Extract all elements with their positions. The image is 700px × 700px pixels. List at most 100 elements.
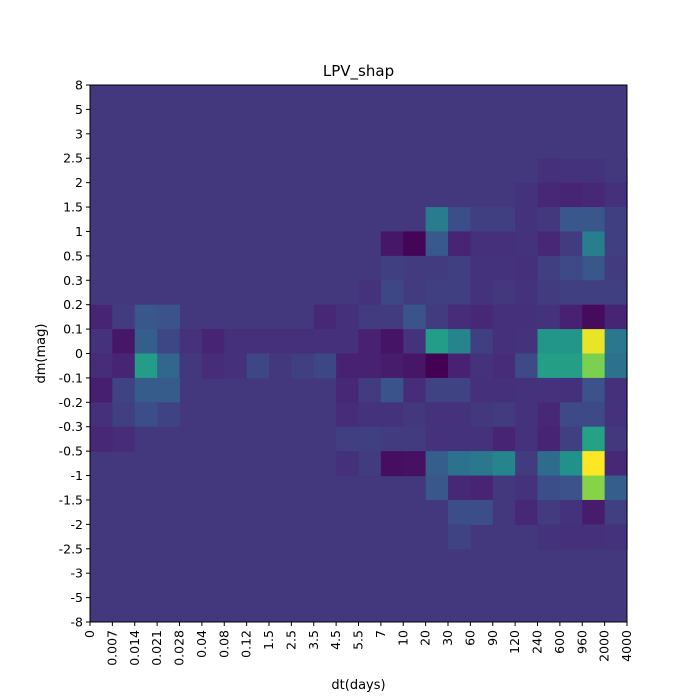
heatmap-cell xyxy=(582,402,606,428)
heatmap-cell xyxy=(515,304,539,330)
heatmap-cell xyxy=(492,353,516,379)
heatmap-cell xyxy=(470,377,494,403)
x-tick-label: 2000 xyxy=(597,630,612,662)
heatmap-cell xyxy=(448,329,471,355)
heatmap-cell xyxy=(559,353,583,379)
x-tick-label: 0.12 xyxy=(239,630,254,658)
heatmap-cell xyxy=(470,499,494,525)
heatmap-cell xyxy=(425,475,449,501)
heatmap-cell xyxy=(403,426,427,452)
x-tick-label: 0.021 xyxy=(149,630,164,666)
heatmap-cell xyxy=(515,377,539,403)
heatmap-cell xyxy=(336,426,360,452)
y-axis: 8 5 3 2.5 2 1.5 1 0.5 0.3 0.2 0.1 0 -0.1 -0.2 -0.3 -0.5… xyxy=(59,78,90,630)
heatmap-cell xyxy=(559,499,583,525)
x-tick-label: 1.5 xyxy=(261,630,276,650)
heatmap-cell xyxy=(492,207,516,233)
heatmap-cell xyxy=(582,304,606,330)
x-axis-label: dt(days) xyxy=(331,678,385,693)
heatmap-cell xyxy=(515,182,539,208)
y-tick-label: 2.5 xyxy=(63,151,83,166)
heatmap-cell xyxy=(537,329,561,355)
heatmap-cell xyxy=(403,329,427,355)
heatmap-cell xyxy=(537,255,561,281)
x-tick-label: 7 xyxy=(373,630,388,638)
heatmap-cell xyxy=(604,329,628,355)
heatmap-cell xyxy=(470,280,494,306)
heatmap-cell xyxy=(403,255,427,281)
heatmap-cell xyxy=(380,402,404,428)
heatmap-cell xyxy=(448,255,471,281)
heatmap-cell xyxy=(380,329,404,355)
heatmap-cell xyxy=(582,499,606,525)
heatmap-cell xyxy=(112,329,136,355)
heatmap-cell xyxy=(448,353,471,379)
x-tick-label: 4.5 xyxy=(328,630,343,650)
y-tick-label: -2.5 xyxy=(59,541,83,556)
heatmap-cell xyxy=(492,280,516,306)
y-tick-label: -0.1 xyxy=(59,370,83,385)
heatmap-cell xyxy=(604,499,628,525)
y-tick-label: 5 xyxy=(75,102,83,117)
y-tick-label: 0.2 xyxy=(63,297,83,312)
heatmap-cell xyxy=(380,280,404,306)
x-tick-label: 0.08 xyxy=(216,630,231,658)
heatmap-cell xyxy=(470,402,494,428)
heatmap-cell xyxy=(582,524,606,550)
heatmap-cell xyxy=(425,402,449,428)
heatmap-cell xyxy=(358,451,382,477)
heatmap-cell xyxy=(559,182,583,208)
heatmap-cell xyxy=(515,255,539,281)
heatmap-cell xyxy=(604,451,628,477)
heatmap-cell xyxy=(537,182,561,208)
x-tick-label: 960 xyxy=(574,630,589,654)
x-tick-label: 20 xyxy=(418,630,433,646)
heatmap-cell xyxy=(448,499,471,525)
heatmap-cell xyxy=(380,451,404,477)
y-tick-label: 1.5 xyxy=(63,200,83,215)
heatmap-cell xyxy=(537,377,561,403)
heatmap-cell xyxy=(470,255,494,281)
heatmap-cell xyxy=(134,402,158,428)
x-tick-label: 600 xyxy=(552,630,567,654)
y-tick-label: 1 xyxy=(75,224,83,239)
heatmap-cell xyxy=(358,402,382,428)
heatmap-cell xyxy=(112,353,136,379)
heatmap-cell xyxy=(425,231,449,257)
heatmap-cell xyxy=(559,255,583,281)
y-tick-label: 2 xyxy=(75,175,83,190)
x-tick-label: 10 xyxy=(395,630,410,646)
heatmap-cell xyxy=(559,329,583,355)
heatmap-cell xyxy=(604,158,628,184)
heatmap-cell xyxy=(425,304,449,330)
heatmap-cell xyxy=(403,304,427,330)
heatmap-cell xyxy=(604,377,628,403)
heatmap-cell xyxy=(313,353,337,379)
y-tick-label: -1.5 xyxy=(59,492,83,507)
heatmap-cell xyxy=(537,231,561,257)
heatmap-cell xyxy=(336,280,360,306)
heatmap-cell xyxy=(515,231,539,257)
heatmap-cell xyxy=(90,377,113,403)
heatmap-cell xyxy=(515,402,539,428)
heatmap-cell xyxy=(448,475,471,501)
heatmap-cell xyxy=(559,207,583,233)
heatmap-cell xyxy=(604,304,628,330)
y-axis-label: dm(mag) xyxy=(34,324,49,384)
heatmap-cell xyxy=(336,353,360,379)
heatmap-cell xyxy=(90,329,113,355)
heatmap-cell xyxy=(515,451,539,477)
heatmap-cell xyxy=(537,451,561,477)
heatmap-cell xyxy=(448,377,471,403)
heatmap-cell xyxy=(134,377,158,403)
heatmap-cell xyxy=(492,304,516,330)
heatmap-cell xyxy=(448,231,471,257)
heatmap-cell xyxy=(470,353,494,379)
x-tick-label: 5.5 xyxy=(351,630,366,650)
heatmap-cell xyxy=(470,426,494,452)
y-tick-label: -5 xyxy=(71,590,83,605)
heatmap-cell xyxy=(515,353,539,379)
x-tick-label: 90 xyxy=(485,630,500,646)
heatmap-cell xyxy=(269,353,292,379)
